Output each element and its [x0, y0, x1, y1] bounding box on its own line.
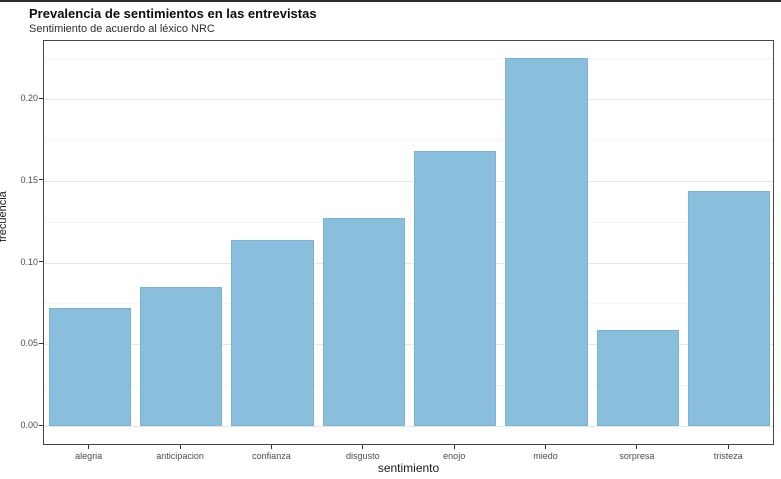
x-axis-title: sentimiento [377, 461, 440, 475]
y-axis-title: frecuencia [0, 191, 9, 242]
gridline-major [44, 344, 773, 346]
gridline-minor [44, 221, 773, 223]
x-tick-mark [453, 445, 455, 449]
bar-tristeza [688, 190, 771, 427]
x-tick-label: sorpresa [619, 451, 655, 461]
x-tick-label: tristeza [713, 451, 743, 461]
top-border-line [0, 0, 781, 2]
y-tick-label: 0.15 [20, 174, 38, 185]
gridline-major [44, 180, 773, 182]
x-tick-mark [270, 445, 272, 449]
y-tick-label: 0.05 [20, 338, 38, 349]
bar-disgusto [322, 218, 405, 427]
bar-miedo [505, 58, 588, 427]
x-tick-label: enojo [443, 451, 466, 461]
gridline-minor [44, 58, 773, 60]
y-tick-mark [39, 97, 43, 99]
chart-title: Prevalencia de sentimientos en las entre… [29, 6, 317, 21]
x-tick-label: disgusto [346, 451, 380, 461]
x-tick-label: anticipacion [156, 451, 204, 461]
bar-sorpresa [596, 329, 680, 427]
gridline-major [44, 426, 773, 428]
y-tick-mark [39, 179, 43, 181]
y-tick-label: 0.20 [20, 93, 38, 104]
bar-confianza [231, 239, 314, 427]
bar-anticipacion [139, 287, 223, 427]
y-tick-label: 0.10 [20, 256, 38, 267]
chart-subtitle: Sentimiento de acuerdo al léxico NRC [29, 23, 215, 35]
x-tick-label: confianza [252, 451, 291, 461]
gridline-minor [44, 303, 773, 305]
x-tick-mark [545, 445, 547, 449]
y-tick-mark [39, 424, 43, 426]
x-tick-mark [636, 445, 638, 449]
y-tick-label: 0.00 [20, 420, 38, 431]
x-tick-mark [179, 445, 181, 449]
gridline-minor [44, 385, 773, 387]
x-tick-mark [727, 445, 729, 449]
bar-alegria [48, 308, 131, 427]
bar-enojo [414, 151, 497, 427]
y-tick-mark [39, 342, 43, 344]
x-tick-mark [362, 445, 364, 449]
gridline-minor [44, 139, 773, 141]
x-tick-mark [88, 445, 90, 449]
x-tick-label: miedo [533, 451, 558, 461]
gridline-major [44, 99, 773, 101]
plot-panel [43, 40, 774, 445]
x-tick-label: alegria [75, 451, 103, 461]
gridline-major [44, 262, 773, 264]
y-tick-mark [39, 261, 43, 263]
